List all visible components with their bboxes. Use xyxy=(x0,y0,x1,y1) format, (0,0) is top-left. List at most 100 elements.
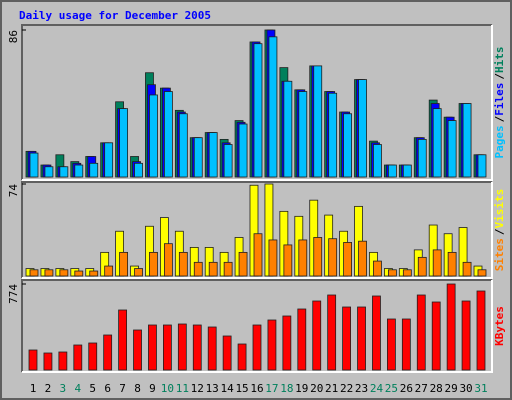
legend-entry: Visits xyxy=(493,189,506,229)
bar xyxy=(162,324,172,371)
x-tick-label: 6 xyxy=(104,382,111,395)
x-tick-label: 11 xyxy=(176,382,189,395)
bar xyxy=(402,164,412,178)
bar xyxy=(312,300,322,371)
bar xyxy=(163,91,173,178)
x-tick-label: 16 xyxy=(250,382,263,395)
panel-shadow xyxy=(21,279,492,372)
bar xyxy=(462,103,472,178)
legend: Sites /Visits xyxy=(493,189,506,272)
panel-light xyxy=(22,182,493,279)
bar xyxy=(43,352,53,371)
bar xyxy=(343,113,353,178)
legend-entry: Sites xyxy=(493,238,506,271)
legend-separator: / xyxy=(493,115,506,122)
bar xyxy=(416,294,426,371)
bar xyxy=(431,301,441,371)
x-tick-label: 22 xyxy=(340,382,353,395)
bar xyxy=(417,256,427,277)
bar xyxy=(447,251,457,277)
x-tick-label: 1 xyxy=(30,382,37,395)
bar xyxy=(297,308,307,371)
x-tick-label: 23 xyxy=(355,382,368,395)
x-tick-label: 19 xyxy=(295,382,308,395)
bar xyxy=(252,324,262,371)
bar xyxy=(178,251,188,277)
legend-entry: KBytes xyxy=(493,306,506,346)
bar xyxy=(283,244,293,277)
bar xyxy=(357,306,366,371)
bar xyxy=(386,318,396,371)
bar xyxy=(118,309,127,371)
bar xyxy=(74,270,84,277)
bar xyxy=(193,261,203,277)
bar xyxy=(223,144,233,178)
bar xyxy=(477,154,487,178)
bar xyxy=(193,137,203,178)
bar xyxy=(268,36,278,178)
x-tick-label: 17 xyxy=(265,382,278,395)
bar xyxy=(103,334,113,371)
x-tick-label: 28 xyxy=(430,382,443,395)
bar xyxy=(134,268,143,277)
bar xyxy=(373,260,382,277)
x-tick-label: 3 xyxy=(60,382,67,395)
legend-entry: Pages xyxy=(493,125,506,158)
bar xyxy=(342,306,352,371)
bar xyxy=(29,269,39,277)
bar xyxy=(44,269,54,277)
bar xyxy=(88,342,98,371)
x-tick-label: 31 xyxy=(474,382,487,395)
bar xyxy=(283,80,293,178)
x-tick-label: 7 xyxy=(119,382,126,395)
y-tick-label: 86 xyxy=(7,30,20,43)
bar xyxy=(387,269,397,277)
x-tick-label: 27 xyxy=(415,382,428,395)
bar xyxy=(119,108,128,178)
bar xyxy=(387,164,397,178)
panel-light xyxy=(22,280,493,373)
legend-entry: Hits xyxy=(493,47,506,74)
bar xyxy=(149,251,158,277)
x-tick-label: 29 xyxy=(445,382,458,395)
bar xyxy=(402,269,412,277)
x-tick-label: 4 xyxy=(74,382,81,395)
x-tick-label: 18 xyxy=(280,382,293,395)
bar xyxy=(89,270,99,277)
bar xyxy=(133,329,142,371)
bar xyxy=(462,261,472,277)
y-tick-label: 74 xyxy=(7,184,20,198)
bar xyxy=(73,344,83,371)
panel-shadow xyxy=(21,24,492,180)
bar xyxy=(238,123,248,178)
bar xyxy=(432,108,442,178)
panel-light xyxy=(22,25,493,181)
bar xyxy=(373,144,382,178)
x-tick-label: 21 xyxy=(325,382,338,395)
x-tick-label: 2 xyxy=(45,382,52,395)
bar xyxy=(477,269,487,277)
bar xyxy=(208,261,218,277)
bar xyxy=(238,251,248,277)
bar xyxy=(192,324,202,371)
bar xyxy=(29,152,39,178)
x-tick-label: 5 xyxy=(89,382,96,395)
bar xyxy=(447,120,457,178)
bar xyxy=(74,164,84,178)
legend: Pages/Files/Hits xyxy=(493,47,506,159)
legend: KBytes xyxy=(493,306,506,346)
bar xyxy=(461,300,471,371)
x-tick-label: 15 xyxy=(235,382,248,395)
bar xyxy=(28,349,38,371)
bar xyxy=(134,162,143,178)
bar xyxy=(298,91,308,178)
x-tick-label: 14 xyxy=(221,382,235,395)
bar xyxy=(148,324,157,371)
bar xyxy=(267,319,277,371)
bar xyxy=(149,94,158,178)
bar xyxy=(328,238,338,277)
bar xyxy=(59,269,69,277)
